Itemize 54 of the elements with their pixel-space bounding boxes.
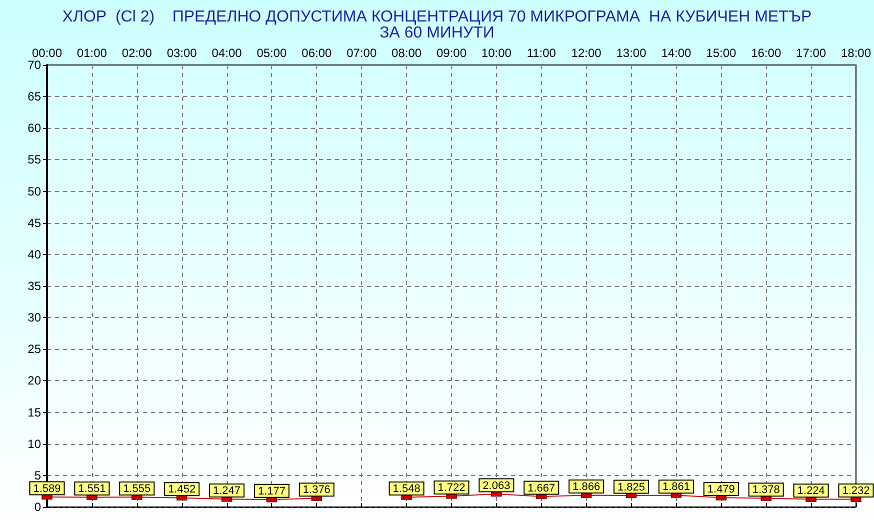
x-tick-label: 18:00: [840, 46, 872, 60]
data-label: 1.378: [752, 484, 780, 496]
data-label: 1.722: [438, 482, 466, 494]
data-label: 2.063: [482, 480, 510, 492]
data-label: 1.861: [662, 481, 690, 494]
x-tick-label: 00:00: [32, 46, 62, 60]
x-tick-label: 16:00: [751, 46, 782, 60]
data-label: 1.866: [572, 481, 600, 494]
x-tick-label: 03:00: [166, 46, 198, 60]
x-tick-label: 05:00: [256, 46, 288, 60]
y-tick-label: 45: [28, 216, 42, 230]
y-tick-label: 65: [28, 90, 42, 104]
data-label: 1.247: [213, 484, 241, 497]
x-tick-label: 08:00: [392, 46, 422, 60]
x-tick-label: 11:00: [526, 46, 556, 60]
x-tick-label: 10:00: [481, 46, 512, 60]
data-label: 1.479: [707, 483, 735, 496]
data-label: 1.551: [78, 483, 106, 496]
x-tick-label: 02:00: [122, 46, 152, 60]
data-label: 1.452: [168, 484, 196, 496]
data-label: 1.555: [123, 483, 151, 496]
data-label: 1.232: [842, 485, 870, 498]
y-tick-label: 60: [28, 121, 42, 136]
x-tick-label: 01:00: [76, 46, 108, 60]
x-tick-label: 06:00: [302, 46, 332, 60]
y-tick-label: 35: [28, 279, 42, 293]
chart-title: ХЛОР (Cl 2) ПРЕДЕЛНО ДОПУСТИМА КОНЦЕНТРАЦИЯ 70 МИКРОГРАМА НА КУБИЧЕН МЕТЪР: [62, 8, 812, 26]
y-tick-label: 30: [28, 310, 42, 325]
y-tick-label: 55: [28, 152, 42, 167]
y-tick-label: 20: [28, 374, 42, 388]
y-tick-label: 50: [28, 184, 42, 198]
y-tick-label: 15: [28, 405, 42, 420]
x-tick-label: 09:00: [436, 46, 467, 60]
chart-subtitle: ЗА 60 МИНУТИ: [380, 24, 494, 42]
x-tick-label: 12:00: [571, 46, 602, 60]
data-label: 1.667: [528, 482, 556, 494]
data-label: 1.376: [302, 484, 330, 496]
x-tick-label: 07:00: [346, 46, 377, 60]
y-tick-label: 10: [28, 436, 42, 451]
x-tick-label: 17:00: [796, 46, 826, 60]
x-tick-label: 13:00: [616, 46, 647, 60]
y-tick-label: 70: [28, 58, 42, 72]
data-label: 1.589: [33, 482, 61, 495]
y-tick-label: 0: [34, 500, 42, 514]
data-label: 1.825: [618, 481, 646, 494]
data-label: 1.548: [392, 483, 420, 496]
x-tick-label: 04:00: [212, 46, 242, 60]
data-label: 1.177: [258, 485, 286, 498]
x-tick-label: 15:00: [706, 46, 736, 60]
data-label: 1.224: [797, 485, 825, 498]
x-tick-label: 14:00: [661, 46, 692, 60]
y-tick-label: 5: [34, 468, 42, 482]
y-tick-label: 40: [28, 247, 42, 262]
y-tick-label: 25: [28, 342, 42, 356]
